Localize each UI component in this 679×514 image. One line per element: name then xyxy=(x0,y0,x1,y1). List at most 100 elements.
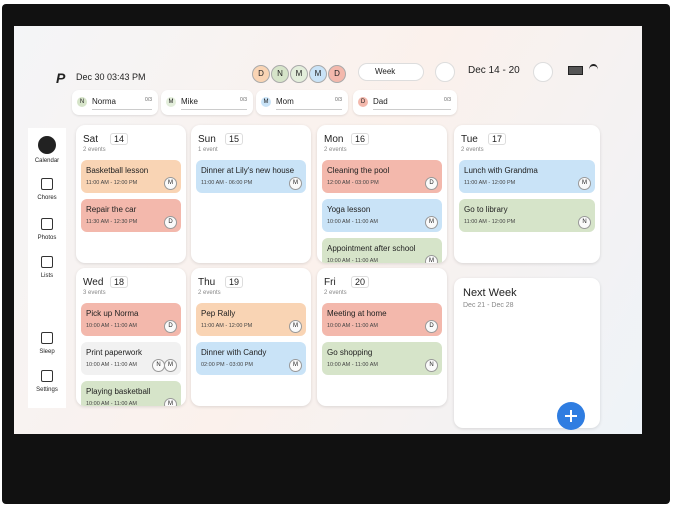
event-member: M xyxy=(578,177,591,190)
event-title: Lunch with Grandma xyxy=(464,166,538,175)
sidebar-icon[interactable] xyxy=(41,218,53,230)
profile-name: Mom xyxy=(276,97,294,106)
member-avatar[interactable]: D xyxy=(252,65,270,83)
event-time: 11:00 AM - 12:00 PM xyxy=(201,323,253,329)
day-card: Sat 14 2 events Basketball lesson 11:00 AM -… xyxy=(76,125,186,263)
event-title: Dinner with Candy xyxy=(201,348,267,357)
profile-avatar: D xyxy=(358,97,368,107)
profile-chip[interactable]: D Dad 0/3 xyxy=(353,90,457,115)
event-card[interactable]: Pick up Norma 10:00 AM - 11:00 AM D xyxy=(81,303,181,336)
sidebar-label[interactable]: Settings xyxy=(36,387,58,393)
profile-avatar: M xyxy=(166,97,176,107)
day-name: Wed xyxy=(83,277,104,288)
event-card[interactable]: Pep Rally 11:00 AM - 12:00 PM M xyxy=(196,303,306,336)
day-card: Thu 19 2 events Pep Rally 11:00 AM - 12:00 P… xyxy=(191,268,311,406)
day-name: Sun xyxy=(198,134,216,145)
next-button[interactable] xyxy=(533,62,553,82)
day-name: Thu xyxy=(198,277,216,288)
event-member: D xyxy=(425,320,438,333)
sidebar-label[interactable]: Lists xyxy=(40,273,54,279)
member-avatar[interactable]: M xyxy=(290,65,308,83)
event-card[interactable]: Playing basketball 10:00 AM - 11:00 AM M xyxy=(81,381,181,406)
sidebar-icon[interactable] xyxy=(41,370,53,382)
event-count: 2 events xyxy=(83,147,106,153)
profile-chip[interactable]: M Mike 0/3 xyxy=(161,90,253,115)
profile-name: Norma xyxy=(92,97,117,106)
sidebar-icon[interactable] xyxy=(38,136,56,154)
event-time: 11:00 AM - 12:00 PM xyxy=(86,180,138,186)
day-date: 16 xyxy=(351,133,370,145)
event-member: D xyxy=(164,216,177,229)
event-card[interactable]: Cleaning the pool 12:00 AM - 03:00 PM D xyxy=(322,160,442,193)
event-time: 11:00 AM - 06:00 PM xyxy=(201,180,253,186)
day-date: 20 xyxy=(351,276,370,288)
event-member: M xyxy=(425,255,438,263)
event-card[interactable]: Repair the car 11:30 AM - 12:30 PM D xyxy=(81,199,181,232)
sidebar-label[interactable]: Sleep xyxy=(39,349,55,355)
member-avatar[interactable]: M xyxy=(309,65,327,83)
sidebar-label[interactable]: Calendar xyxy=(34,158,60,164)
event-card[interactable]: Go shopping 10:00 AM - 11:00 AM N xyxy=(322,342,442,375)
event-member: M xyxy=(164,359,177,372)
event-member: M xyxy=(289,320,302,333)
sidebar-label[interactable]: Chores xyxy=(37,195,57,201)
day-name: Fri xyxy=(324,277,336,288)
day-card: Wed 18 3 events Pick up Norma 10:00 AM - 11:… xyxy=(76,268,186,406)
profile-chip[interactable]: M Mom 0/3 xyxy=(256,90,348,115)
event-card[interactable]: Print paperwork 10:00 AM - 11:00 AM N M xyxy=(81,342,181,375)
day-date: 18 xyxy=(110,276,129,288)
add-button[interactable] xyxy=(557,402,585,430)
event-card[interactable]: Dinner at Lily's new house 11:00 AM - 06:… xyxy=(196,160,306,193)
event-time: 12:00 AM - 03:00 PM xyxy=(327,180,379,186)
event-card[interactable]: Meeting at home 10:00 AM - 11:00 AM D xyxy=(322,303,442,336)
day-date: 14 xyxy=(110,133,129,145)
profile-avatar: N xyxy=(77,97,87,107)
day-name: Tue xyxy=(461,134,478,145)
sidebar-icon[interactable] xyxy=(41,178,53,190)
profile-progress: 0/3 xyxy=(444,97,451,103)
day-date: 15 xyxy=(225,133,244,145)
profile-name: Dad xyxy=(373,97,388,106)
event-title: Basketball lesson xyxy=(86,166,149,175)
event-card[interactable]: Lunch with Grandma 11:00 AM - 12:00 PM M xyxy=(459,160,595,193)
event-time: 10:00 AM - 11:00 AM xyxy=(327,362,378,368)
profile-chip[interactable]: N Norma 0/3 xyxy=(72,90,158,115)
sidebar-label[interactable]: Photos xyxy=(37,235,57,241)
event-time: 10:00 AM - 11:00 AM xyxy=(327,323,378,329)
event-title: Dinner at Lily's new house xyxy=(201,166,295,175)
event-member: M xyxy=(289,359,302,372)
event-card[interactable]: Appointment after school 10:00 AM - 11:00… xyxy=(322,238,442,263)
day-date: 19 xyxy=(225,276,244,288)
event-member: N xyxy=(578,216,591,229)
event-title: Yoga lesson xyxy=(327,205,371,214)
wifi-icon xyxy=(589,64,598,75)
event-member: M xyxy=(164,398,177,406)
event-card[interactable]: Dinner with Candy 02:00 PM - 03:00 PM M xyxy=(196,342,306,375)
profile-progress: 0/3 xyxy=(335,97,342,103)
event-title: Cleaning the pool xyxy=(327,166,390,175)
event-time: 10:00 AM - 11:00 AM xyxy=(327,258,378,263)
event-title: Print paperwork xyxy=(86,348,143,357)
prev-button[interactable] xyxy=(435,62,455,82)
day-card: Sun 15 1 event Dinner at Lily's new house 11… xyxy=(191,125,311,263)
next-week-range: Dec 21 - Dec 28 xyxy=(463,302,514,309)
view-dropdown[interactable]: Week xyxy=(358,63,424,81)
sidebar-icon[interactable] xyxy=(41,332,53,344)
event-member: M xyxy=(289,177,302,190)
day-card: Mon 16 2 events Cleaning the pool 12:00 AM -… xyxy=(317,125,447,263)
profile-avatar: M xyxy=(261,97,271,107)
event-card[interactable]: Basketball lesson 11:00 AM - 12:00 PM M xyxy=(81,160,181,193)
event-title: Repair the car xyxy=(86,205,137,214)
member-avatar[interactable]: N xyxy=(271,65,289,83)
sidebar-icon[interactable] xyxy=(41,256,53,268)
event-member: M xyxy=(425,216,438,229)
event-count: 3 events xyxy=(83,290,106,296)
event-member: D xyxy=(425,177,438,190)
day-date: 17 xyxy=(488,133,507,145)
profile-progress: 0/3 xyxy=(240,97,247,103)
event-card[interactable]: Go to library 11:00 AM - 12:00 PM N xyxy=(459,199,595,232)
event-card[interactable]: Yoga lesson 10:00 AM - 11:00 AM M xyxy=(322,199,442,232)
member-avatar[interactable]: D xyxy=(328,65,346,83)
day-name: Sat xyxy=(83,134,99,145)
event-title: Meeting at home xyxy=(327,309,387,318)
